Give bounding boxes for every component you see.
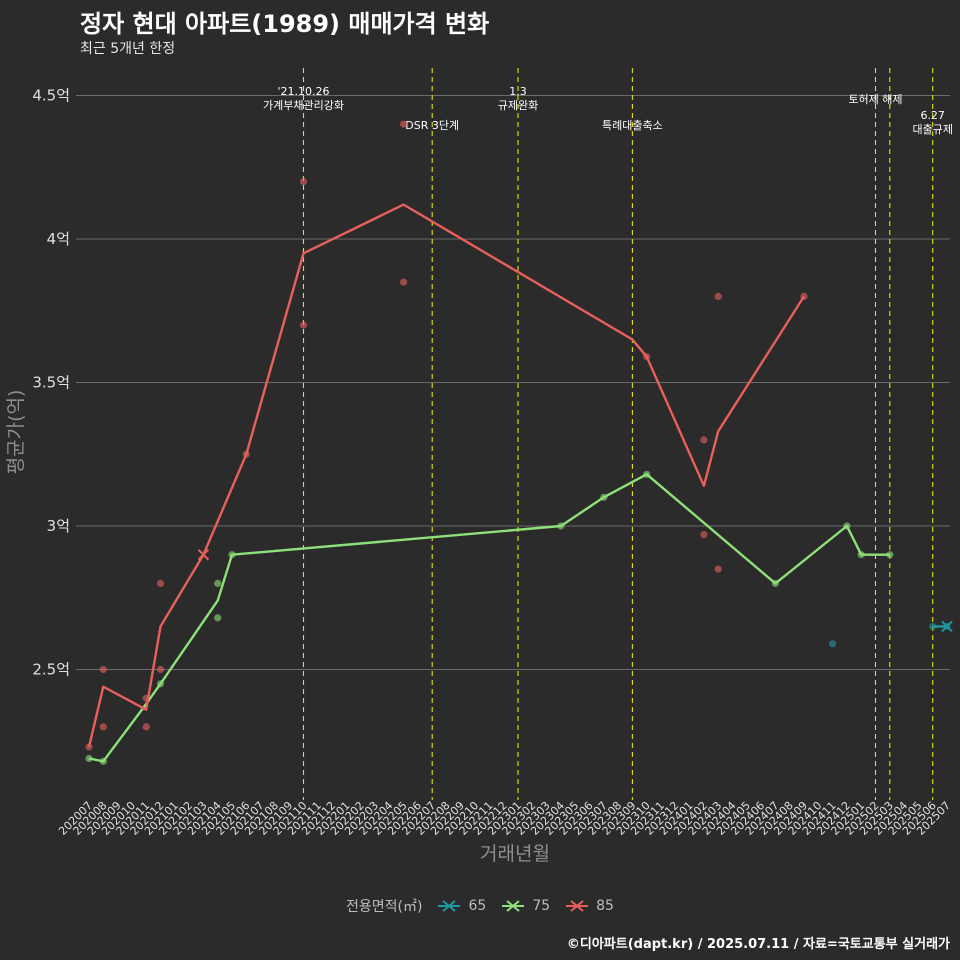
cross-stroke (197, 548, 210, 561)
legend: 전용면적(㎡) 65 75 85 (0, 896, 960, 916)
y-axis-title: 평균가(억) (5, 390, 27, 475)
data-point-85 (400, 120, 408, 128)
series-line-85 (87, 203, 806, 748)
data-point-85 (714, 565, 722, 573)
event-annotation: 6.27 대출규제 (912, 109, 952, 136)
chart-subtitle: 최근 5개년 한정 (80, 41, 176, 57)
event-annotation: 토허제 해제 (848, 92, 902, 106)
data-point-85 (99, 665, 107, 674)
data-point-75 (214, 579, 222, 588)
data-point-85 (156, 665, 165, 674)
y-tick-label: 4.5억 (32, 87, 70, 105)
legend-item-85: 85 (564, 898, 614, 914)
legend-item-75: 75 (500, 898, 550, 914)
legend-key-65 (438, 900, 461, 912)
chart-title: 정자 현대 아파트(1989) 매매가격 변화 (80, 10, 490, 38)
x-axis-title: 거래년월 (480, 843, 550, 865)
y-tick-label: 3.5억 (32, 374, 70, 392)
legend-label-65: 65 (468, 898, 487, 914)
data-point-75 (85, 754, 93, 763)
legend-title: 전용면적(㎡) (346, 899, 423, 915)
cross-stroke (941, 620, 953, 633)
data-point-85 (700, 436, 708, 444)
legend-label-75: 75 (532, 898, 551, 914)
event-annotation: '21.10.26 가계부채관리강화 (263, 85, 344, 112)
data-point-85 (714, 292, 722, 300)
cross-marker-85 (197, 548, 210, 561)
legend-label-85: 85 (596, 898, 614, 914)
data-point-85 (299, 321, 308, 329)
legend-key-75 (502, 900, 525, 912)
chart-plot: 2.5억 3억 3.5억 4억 4.5억 '21.10.26 가계부채관리강화 DSR 3단계… (5, 68, 953, 865)
series-line-75 (88, 473, 890, 763)
y-tick-label: 4억 (47, 230, 70, 248)
data-point-85 (400, 278, 408, 286)
data-point-75 (886, 551, 894, 559)
event-annotation: 특례대출축소 (602, 119, 663, 132)
data-point-85 (299, 178, 308, 186)
data-point-85 (700, 531, 708, 539)
legend-item-65: 65 (436, 898, 486, 914)
event-annotation: 1.3 규제완화 (498, 85, 538, 112)
data-point-85 (142, 723, 150, 731)
data-point-75 (214, 614, 222, 622)
source-caption: ©디아파트(dapt.kr) / 2025.07.11 / 자료=국토교통부 실… (566, 937, 950, 952)
cross-marker-65 (941, 620, 953, 633)
y-tick-label: 3억 (47, 517, 70, 535)
data-point-85 (156, 579, 165, 588)
legend-key-85 (566, 900, 589, 912)
y-tick-label: 2.5억 (32, 661, 70, 679)
data-point-85 (99, 723, 107, 731)
data-point-65 (829, 640, 837, 648)
event-annotation: DSR 3단계 (405, 119, 459, 132)
